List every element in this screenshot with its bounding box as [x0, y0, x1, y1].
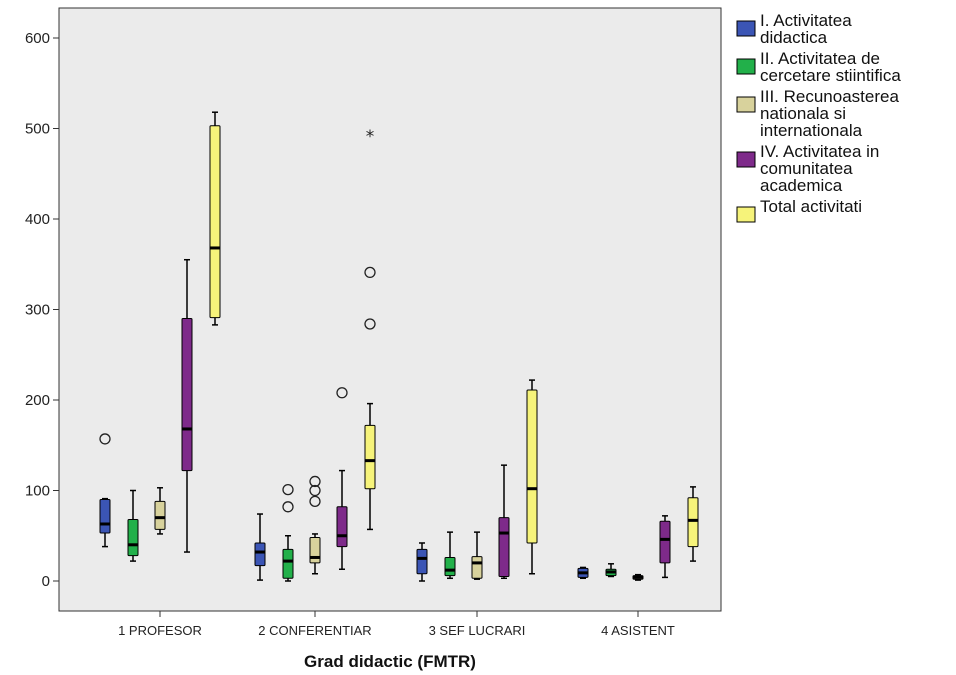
box-5-1	[209, 111, 221, 326]
outlier-circle	[99, 433, 111, 445]
outlier-circle	[282, 501, 294, 513]
box-iqr	[444, 556, 456, 577]
box-3-4	[632, 573, 644, 581]
y-tick-label: 100	[25, 483, 50, 500]
box-iqr	[526, 389, 538, 544]
y-tick-label: 600	[25, 30, 50, 47]
legend-label: cercetare stiintifica	[760, 66, 901, 85]
legend-item-5: Total activitati	[736, 197, 862, 223]
box-5-3	[526, 379, 538, 575]
box-1-1	[99, 433, 111, 548]
box-series-group: *	[99, 111, 699, 582]
x-tick-label: 4 ASISTENT	[601, 623, 675, 638]
box-5-4	[687, 486, 699, 562]
box-iqr	[181, 318, 193, 472]
outlier-circle	[309, 484, 321, 497]
box-iqr	[416, 548, 428, 575]
box-2-2	[282, 483, 294, 582]
outlier-circle	[336, 387, 348, 399]
legend-label: III. Recunoasterea	[760, 87, 899, 106]
legend-label: didactica	[760, 28, 828, 47]
legend-label: nationala si	[760, 104, 846, 123]
box-1-2	[254, 513, 266, 581]
x-axis-title: Grad didactic (FMTR)	[304, 652, 476, 671]
box-iqr	[309, 537, 321, 564]
box-4-1	[181, 258, 193, 553]
box-4-2	[336, 387, 348, 570]
legend-label: academica	[760, 176, 843, 195]
box-iqr	[498, 517, 510, 577]
box-iqr	[154, 500, 166, 530]
y-tick-label: 400	[25, 211, 50, 228]
legend-label: IV. Activitatea in	[760, 142, 879, 161]
outlier-circle	[364, 266, 376, 279]
box-iqr	[659, 520, 671, 564]
outlier-circle	[309, 495, 321, 508]
box-1-3	[416, 542, 428, 582]
y-tick-label: 300	[25, 302, 50, 319]
outlier-circle	[364, 318, 376, 330]
legend-swatch	[736, 58, 756, 75]
box-iqr	[364, 424, 376, 490]
box-2-3	[444, 531, 456, 580]
box-iqr	[687, 497, 699, 548]
y-tick-label: 500	[25, 121, 50, 138]
box-iqr	[127, 518, 139, 557]
legend-label: II. Activitatea de	[760, 49, 880, 68]
x-tick-label: 2 CONFERENTIAR	[258, 623, 371, 638]
box-iqr	[254, 542, 266, 567]
legend-label: internationala	[760, 121, 863, 140]
outlier-circle	[282, 483, 294, 496]
legend-swatch	[736, 20, 756, 37]
legend-swatch	[736, 96, 756, 113]
box-iqr	[282, 548, 294, 579]
box-iqr	[209, 125, 221, 319]
box-3-2	[309, 475, 321, 575]
box-iqr	[336, 506, 348, 548]
box-iqr	[471, 556, 483, 579]
legend-swatch	[736, 206, 756, 223]
legend-label: comunitatea	[760, 159, 853, 178]
box-3-1	[154, 487, 166, 535]
legend-label: Total activitati	[760, 197, 862, 216]
x-axis: 1 PROFESOR 2 CONFERENTIAR 3 SEF LUCRARI 4 A…	[118, 611, 675, 638]
box-2-4	[605, 563, 617, 578]
box-5-2: *	[364, 127, 376, 531]
y-axis: 0 100 200 300 400 500 600	[25, 30, 59, 590]
legend-label: I. Activitatea	[760, 11, 852, 30]
y-tick-label: 0	[42, 573, 50, 590]
box-3-3	[471, 531, 483, 580]
box-2-1	[127, 489, 139, 562]
x-tick-label: 1 PROFESOR	[118, 623, 202, 638]
plot-area	[58, 7, 722, 612]
y-tick-label: 200	[25, 392, 50, 409]
box-iqr	[99, 499, 111, 534]
x-tick-label: 3 SEF LUCRARI	[429, 623, 526, 638]
box-1-4	[577, 566, 589, 580]
box-4-4	[659, 515, 671, 579]
outlier-circle	[309, 475, 321, 488]
box-4-3	[498, 464, 510, 580]
extreme-outlier-star: *	[366, 127, 375, 147]
legend-swatch	[736, 151, 756, 168]
